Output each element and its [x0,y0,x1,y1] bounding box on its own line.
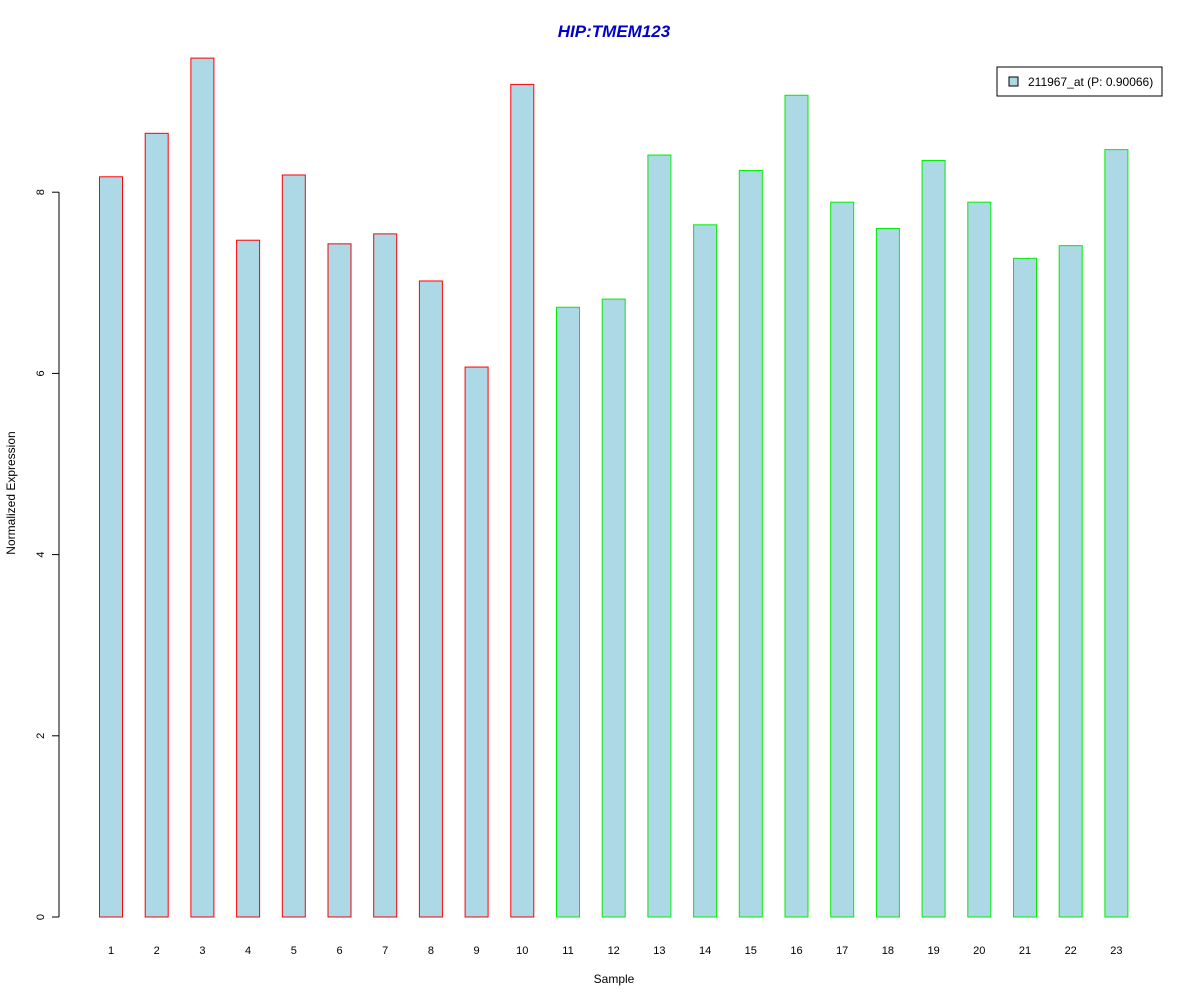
x-tick-label: 16 [790,945,802,957]
y-tick-label: 8 [35,189,47,195]
x-tick-label: 2 [154,945,160,957]
x-tick-label: 18 [882,945,894,957]
bar-sample-23 [1104,149,1129,918]
x-tick-label: 5 [291,945,297,957]
x-tick-label: 4 [245,945,251,957]
x-tick-label: 9 [474,945,480,957]
y-tick-label: 0 [35,914,47,920]
x-tick-labels: 1 2 3 4 5 6 7 8 9 10 11 12 13 14 15 16 17 18 19 20 21 22 23 [108,945,1123,957]
bar-sample-6 [327,243,352,918]
bar-sample-3 [190,57,215,918]
bar-sample-9 [464,366,489,918]
bar-sample-7 [373,233,398,918]
x-tick-label: 21 [1019,945,1031,957]
x-tick-label: 20 [973,945,985,957]
y-axis-label: Normalized Expression [4,431,18,554]
y-tick-label: 6 [35,370,47,376]
legend-swatch [1008,76,1019,87]
bar-sample-20 [967,201,992,918]
x-tick-label: 6 [336,945,342,957]
y-tick-label: 2 [35,733,47,739]
bar-sample-14 [693,224,718,918]
legend-box [996,66,1163,97]
y-axis: 0 2 4 6 8 [35,189,60,920]
legend: 211967_at (P: 0.90066) [996,66,1163,97]
bar-sample-11 [556,306,580,918]
bar-sample-17 [830,201,855,918]
bar-sample-8 [418,280,443,918]
chart-title: HIP:TMEM123 [558,22,671,41]
bar-sample-13 [647,154,672,918]
legend-entry-label: 211967_at (P: 0.90066) [1028,75,1153,89]
bar-sample-21 [1013,257,1037,918]
x-tick-label: 19 [927,945,939,957]
x-tick-label: 11 [562,945,573,957]
x-tick-label: 7 [382,945,388,957]
x-tick-label: 23 [1110,945,1122,957]
bar-sample-10 [510,83,535,918]
bar-sample-2 [144,132,169,918]
bar-sample-4 [236,239,261,918]
x-tick-label: 8 [428,945,434,957]
bar-sample-5 [281,174,306,918]
bar-sample-16 [784,94,809,918]
x-tick-label: 10 [516,945,528,957]
bar-sample-22 [1058,245,1083,918]
x-tick-label: 17 [836,945,848,957]
bar-sample-18 [875,227,900,918]
bar-sample-19 [921,159,946,918]
x-tick-label: 13 [653,945,665,957]
x-tick-label: 1 [108,945,114,957]
bar-sample-15 [738,169,763,918]
x-axis-label: Sample [594,972,635,986]
y-tick-label: 4 [35,552,47,558]
x-tick-label: 22 [1065,945,1077,957]
bars-group [99,57,1129,918]
bar-sample-12 [601,298,626,918]
x-tick-label: 15 [745,945,757,957]
x-tick-label: 14 [699,945,711,957]
x-tick-label: 3 [199,945,205,957]
bar-sample-1 [99,176,123,918]
x-tick-label: 12 [608,945,620,957]
